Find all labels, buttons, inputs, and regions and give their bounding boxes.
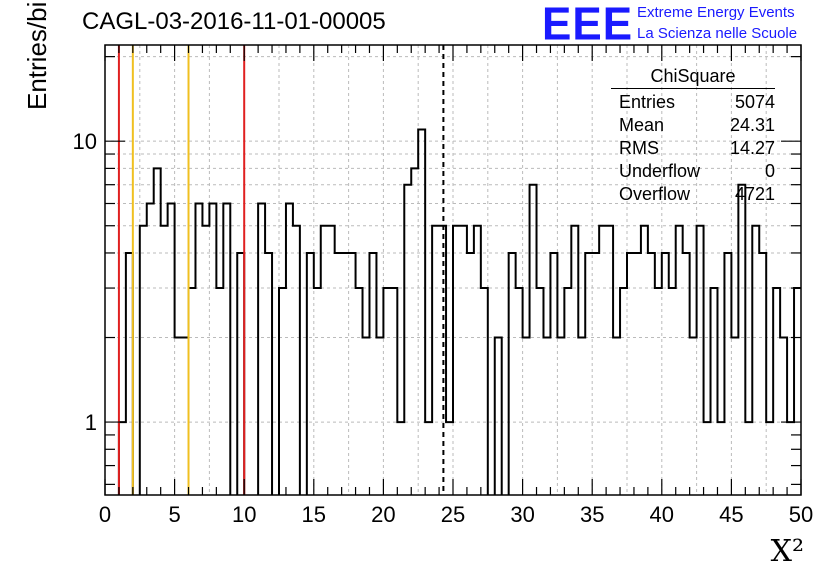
x-tick-label: 5 (168, 502, 180, 527)
stat-label: Mean (619, 115, 665, 135)
stat-value: 24.31 (729, 115, 775, 135)
x-tick-label: 35 (580, 502, 604, 527)
stat-row-entries: Entries 5074 (611, 91, 775, 114)
stat-label: Underflow (619, 161, 701, 181)
eee-logo: EEE (542, 0, 634, 51)
y-tick-label: 1 (85, 410, 97, 435)
x-tick-label: 50 (789, 502, 813, 527)
x-tick-label: 25 (441, 502, 465, 527)
logo-subtitle-2: La Scienza nelle Scuole (637, 25, 798, 42)
histogram-line (117, 128, 801, 495)
x-tick-label: 0 (99, 502, 111, 527)
stat-value: 4721 (734, 184, 775, 204)
stat-value: 14.27 (729, 138, 775, 158)
stat-value: 0 (764, 161, 775, 181)
x-tick-label: 45 (719, 502, 743, 527)
x-tick-label: 20 (371, 502, 395, 527)
x-axis-label: X² (770, 534, 804, 569)
x-tick-label: 30 (510, 502, 534, 527)
stat-row-rms: RMS 14.27 (611, 137, 775, 160)
stat-row-mean: Mean 24.31 (611, 114, 775, 137)
stats-title: ChiSquare (611, 66, 775, 89)
stat-label: Entries (619, 92, 676, 112)
logo-subtitle-1: Extreme Energy Events (637, 4, 795, 21)
stat-label: RMS (619, 138, 659, 158)
stat-value: 5074 (734, 92, 775, 112)
stat-row-overflow: Overflow 4721 (611, 183, 775, 206)
y-tick-label: 10 (73, 129, 97, 154)
x-tick-label: 10 (232, 502, 256, 527)
x-tick-label: 40 (650, 502, 674, 527)
chart-title: CAGL-03-2016-11-01-00005 (82, 8, 386, 35)
stat-label: Overflow (619, 184, 691, 204)
stat-row-underflow: Underflow 0 (611, 160, 775, 183)
x-tick-label: 15 (302, 502, 326, 527)
stats-box: ChiSquare Entries 5074 Mean 24.31 RMS 14.27… (611, 66, 775, 206)
